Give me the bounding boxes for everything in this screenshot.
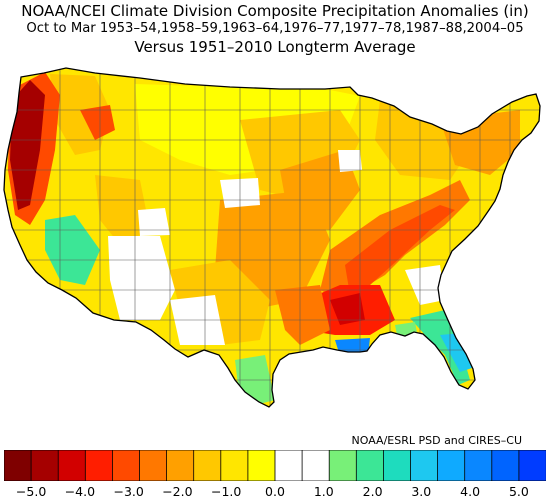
legend-tick-label: 0.0 (265, 484, 285, 499)
division-lines (4, 68, 540, 407)
mississippi-extreme-dry (330, 293, 365, 325)
legend-tick-label: −2.0 (162, 484, 193, 499)
legend-tick-label: −5.0 (15, 484, 47, 499)
moderately-dry-region (95, 175, 150, 245)
us-climate-division-map (3, 67, 541, 408)
illinois-neutral (338, 150, 362, 172)
legend-color-bin (30, 450, 59, 481)
legend-tick-label: 5.0 (508, 484, 529, 499)
legend-color-bin (437, 450, 466, 481)
legend-tick-label: 2.0 (362, 484, 383, 499)
anomaly-fill (4, 68, 540, 407)
legend-tick-label: −1.0 (211, 484, 242, 499)
legend-tick-label: 4.0 (460, 484, 481, 499)
idaho-dry-region (80, 105, 115, 140)
legend-color-bin (355, 450, 385, 481)
legend-color-bin (464, 450, 493, 481)
legend-color-bin (328, 450, 358, 481)
legend-tick-label: 1.0 (313, 484, 334, 499)
louisiana-dry (275, 285, 330, 345)
alabama-coast-wet (395, 322, 418, 340)
map-title: NOAA/NCEI Climate Division Composite Pre… (21, 2, 529, 20)
legend-tick-label: −3.0 (113, 484, 144, 499)
legend-color-bin (57, 450, 87, 481)
extreme-dry-region (10, 80, 45, 210)
legend-color-bin (491, 450, 520, 481)
southwest-neutral (108, 236, 175, 320)
florida-wet (410, 310, 470, 385)
utah-neutral (138, 208, 170, 236)
legend-color-bin (220, 450, 249, 481)
legend-tick-label: 3.0 (411, 484, 432, 499)
legend-color-bin (112, 450, 141, 481)
legend-color-bin (247, 450, 276, 481)
legend-tick-label: −4.0 (64, 484, 96, 499)
legend-color-bin (301, 450, 330, 481)
legend-color-bin (193, 450, 222, 481)
legend-color-bin (410, 450, 439, 481)
legend-color-bin (518, 450, 546, 481)
southern-california-wet (45, 215, 100, 285)
legend-color-bin (382, 450, 412, 481)
legend-color-bin (274, 450, 303, 481)
legend-color-bin (166, 450, 195, 481)
color-legend-bar (4, 450, 546, 481)
map-period-subtitle: Oct to Mar 1953–54,1958–59,1963–64,1976–… (26, 21, 524, 36)
legend-color-bin (84, 450, 114, 481)
data-source-credit: NOAA/ESRL PSD and CIRES–CU (351, 434, 522, 447)
southeast-very-dry-band (345, 205, 455, 295)
legend-color-bin (139, 450, 168, 481)
southeast-neutral (405, 265, 445, 305)
legend-color-bin (4, 450, 32, 481)
map-baseline-subtitle: Versus 1951–2010 Longterm Average (134, 38, 416, 56)
southeast-louisiana-wettest (335, 338, 370, 356)
